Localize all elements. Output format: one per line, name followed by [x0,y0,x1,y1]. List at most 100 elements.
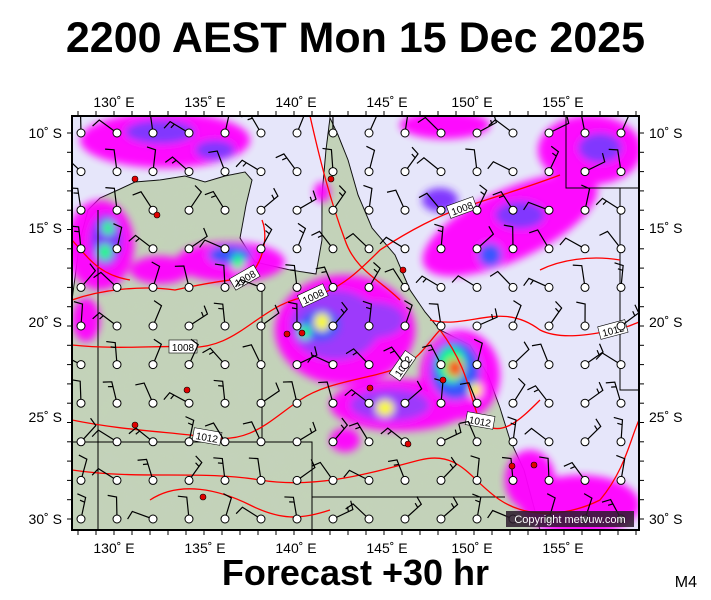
wind-barb [92,119,122,138]
wind-barb [580,343,604,370]
wind-barb [72,187,86,215]
wind-barb [472,338,483,370]
wind-barb [256,304,280,331]
wind-barb [235,278,266,292]
wind-barb [531,343,554,370]
town-markers [131,175,538,501]
lat-label: 25˚ S [649,409,682,425]
wind-barb [184,305,209,331]
wind-barb [199,239,230,254]
wind-barb [214,263,230,292]
lat-label: 25˚ S [29,409,62,425]
wind-barb [204,422,230,447]
wind-barb [422,344,446,370]
wind-barb [105,148,122,177]
wind-barb [184,338,199,370]
wind-barb [132,191,158,215]
wind-barb [213,379,230,408]
wind-barbs [72,116,639,524]
wind-barb [524,427,554,447]
lat-label: 15˚ S [649,220,682,236]
wind-barb [256,187,279,215]
wind-barb [563,461,590,485]
wind-barb [459,382,482,408]
isobar-label-1012: 1012 [464,411,496,430]
wind-barb [163,120,194,138]
wind-barb [459,420,482,447]
lon-label: 155˚ E [542,540,583,556]
wind-barb [284,496,302,524]
wind-barb [614,262,626,292]
wind-barb [576,301,590,331]
wind-barb [492,190,518,215]
forecast-lead-time: Forecast +30 hr [221,552,490,593]
wind-barb [127,510,158,524]
wind-barb [128,234,158,254]
isobar-label-1008: 1008 [168,339,198,354]
wind-barb [322,147,338,177]
wind-barb [328,417,349,447]
longitude-labels: 130˚ E 135˚ E 140˚ E 145˚ E 150˚ E 155˚ … [93,94,583,556]
wind-barb [292,190,317,215]
lon-label: 130˚ E [93,540,134,556]
wind-barb [465,148,482,177]
wind-barb [362,300,374,331]
wind-barb [595,352,626,370]
wind-barb [184,455,203,485]
svg-text:1008: 1008 [172,343,195,354]
wind-barb [184,416,195,447]
wind-barb [387,459,410,485]
wind-barb [595,197,626,215]
wind-barb [489,270,518,292]
wind-barb [400,300,413,331]
wind-barb [436,496,459,524]
wind-barb [434,223,446,254]
wind-barb [105,187,122,215]
lat-label: 15˚ S [29,220,62,236]
wind-barb [107,494,122,524]
wind-barb [292,459,316,485]
wind-barb [348,422,374,447]
wind-barb [307,354,338,370]
wind-barb [487,160,518,177]
wind-barb [523,201,554,215]
wind-barb [400,380,423,408]
wind-barb [72,359,86,370]
wind-barb [213,302,230,331]
map-title: 2200 AEST Mon 15 Dec 2025 [65,14,646,62]
lon-label: 145˚ E [366,94,407,110]
wind-barb [220,116,230,138]
wind-barb [544,116,570,138]
svg-text:1012: 1012 [195,431,219,446]
wind-barb [400,146,419,177]
wind-barb [92,312,122,331]
wind-barb [415,275,446,292]
latitude-labels: 10˚ S 15˚ S 20˚ S 25˚ S 30˚ S 10˚ S 15˚ … [29,125,683,527]
wind-barb [472,308,498,331]
wind-barb [328,116,338,138]
lon-label: 130˚ E [93,94,134,110]
wind-barb [135,382,158,408]
wind-barb [311,230,338,254]
lon-label: 135˚ E [184,540,225,556]
wind-barb [436,423,462,447]
wind-barb [580,381,604,408]
wind-barb [292,116,305,138]
wind-barb [379,236,410,254]
wind-barb [73,301,86,331]
wind-barb [242,344,266,370]
wind-barb [383,346,410,370]
wind-barb [472,226,495,254]
lon-label: 140˚ E [275,540,316,556]
wind-barb [364,261,381,292]
wind-barb [328,185,347,215]
wind-barb [364,145,376,177]
wind-barb [177,495,194,524]
wind-barb [343,469,374,485]
wind-barb [539,456,554,485]
wind-barb [106,340,122,370]
wind-barb [137,458,158,485]
wind-barb [508,300,522,331]
wind-barb [235,506,266,524]
wind-barb [559,237,590,254]
